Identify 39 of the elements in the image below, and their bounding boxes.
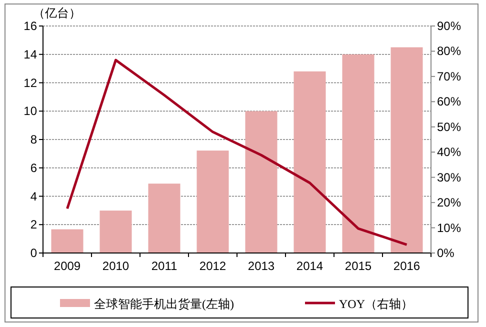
x-tick-label: 2009 [54,259,81,273]
legend-label: YOY（右轴） [339,297,413,311]
line-series [66,58,408,246]
legend-label: 全球智能手机出货量(左轴) [94,297,234,311]
bar [51,229,84,253]
x-tick-label: 2016 [393,259,420,273]
x-tick-label: 2011 [151,259,178,273]
y-tick-label: 12 [24,76,38,90]
y-tick-label: 8 [30,132,38,146]
y-tick-label: 4 [30,189,38,204]
y2-tick-label: 90% [437,19,462,33]
bar [148,184,180,253]
x-tick-label: 2015 [344,259,372,273]
y2-tick-label: 80% [437,44,462,58]
y-tick-label: 10 [24,104,38,118]
bar [390,47,423,253]
y2-tick-label: 70% [437,69,462,84]
y-tick-label: 2 [30,218,38,232]
bar [196,150,229,253]
y2-tick-label: 50% [437,120,462,134]
y2-tick-label: 60% [437,94,462,109]
y-tick-label: 0 [30,246,38,260]
y2-tick-label: 0% [437,246,455,260]
x-tick-label: 2010 [102,259,130,273]
y-tick-label: 16 [24,19,38,33]
y2-tick-label: 30% [437,170,462,184]
x-tick-label: 2013 [248,259,275,273]
y-axis-title: （亿台） [33,6,81,20]
bar [245,111,278,253]
y2-tick-label: 10% [437,220,462,235]
y2-tick-label: 40% [437,145,462,160]
x-tick-label: 2014 [296,259,324,273]
y-tick-label: 14 [24,47,38,62]
y2-tick-label: 20% [437,196,462,210]
bar [100,210,132,253]
bar [294,71,326,253]
bar [342,54,374,253]
x-tick-label: 2012 [199,259,226,273]
y-tick-label: 6 [30,160,38,175]
